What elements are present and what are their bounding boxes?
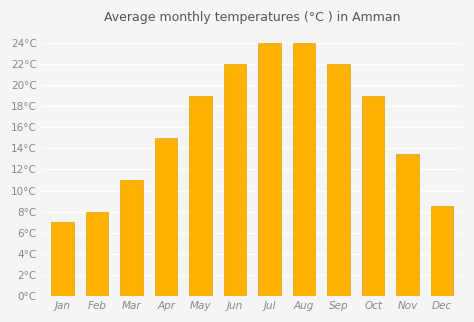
Bar <box>328 64 350 296</box>
Bar <box>86 212 108 296</box>
Bar <box>155 138 177 296</box>
Bar <box>51 222 74 296</box>
Bar <box>362 96 384 296</box>
Title: Average monthly temperatures (°C ) in Amman: Average monthly temperatures (°C ) in Am… <box>104 11 401 24</box>
Bar <box>258 43 281 296</box>
Bar <box>431 206 454 296</box>
Bar <box>120 180 143 296</box>
Bar <box>224 64 246 296</box>
Bar <box>190 96 212 296</box>
Bar <box>293 43 315 296</box>
Bar <box>396 154 419 296</box>
